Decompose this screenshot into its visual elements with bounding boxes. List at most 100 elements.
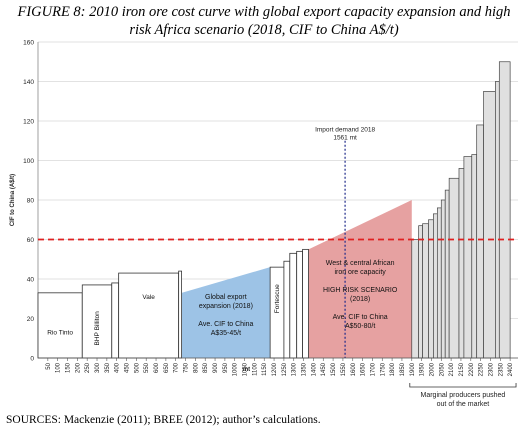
x-tick-label: 200 — [75, 362, 81, 373]
y-tick-label: 160 — [23, 40, 34, 47]
producer-bar — [37, 292, 83, 359]
x-tick-label: 900 — [213, 362, 219, 373]
x-tick-label: 1150 — [262, 362, 268, 376]
x-tick-label: 2100 — [449, 362, 455, 376]
cost-curve-chart: 0 20 40 60 80 100 120 140 160 CIF to China (A$/t)… — [10, 40, 518, 408]
y-tick-label: 0 — [30, 356, 34, 363]
y-tick-label: 80 — [27, 198, 35, 205]
producer-bars — [37, 61, 511, 359]
x-tick-label: 1850 — [400, 362, 406, 376]
producer-bar — [111, 282, 120, 359]
x-tick-label: 250 — [85, 362, 91, 373]
x-tick-label: 2050 — [439, 362, 445, 376]
x-axis-title: mt — [243, 367, 250, 373]
x-tick-label: 850 — [203, 362, 209, 373]
x-tick-label: 1200 — [272, 362, 278, 376]
x-tick-label: 450 — [125, 362, 131, 373]
producer-label: Rio Tinto — [47, 329, 73, 336]
x-tick-label: 1250 — [282, 362, 288, 376]
x-tick-label: 650 — [164, 362, 170, 373]
x-tick-label: 2200 — [469, 362, 475, 376]
source-note: SOURCES: Mackenzie (2011); BREE (2012); … — [6, 414, 321, 426]
africa-scenario-label: A$50-80/t — [345, 323, 375, 330]
marginal-producer-bar — [483, 91, 496, 359]
x-tick-label: 750 — [184, 362, 190, 373]
marginal-producer-bar — [411, 239, 420, 359]
x-tick-label: 1450 — [321, 362, 327, 376]
producer-label: Fortescue — [274, 284, 281, 313]
marginal-producer-bar — [422, 223, 429, 359]
producer-bar — [296, 250, 303, 359]
reference-lines — [38, 140, 518, 358]
marginal-producer-bar — [444, 189, 450, 359]
x-tick-label: 1500 — [331, 362, 337, 376]
x-tick-label: 1550 — [341, 362, 347, 376]
x-tick-label: 1400 — [311, 362, 317, 376]
marginal-producer-bar — [458, 168, 465, 359]
y-tick-label: 60 — [27, 237, 35, 244]
africa-scenario-label: Ave. CIF to China — [333, 314, 388, 321]
global-expansion-area — [181, 267, 271, 358]
x-tick-label: 100 — [56, 362, 62, 373]
y-tick-label: 20 — [27, 316, 35, 323]
producer-bar — [302, 248, 309, 359]
producer-bar — [178, 270, 183, 359]
y-tick-label: 140 — [23, 79, 34, 86]
x-tick-label: 350 — [105, 362, 111, 373]
import-demand-label: 1561 mt — [333, 135, 357, 142]
marginal-producer-bar — [476, 124, 484, 359]
y-axis: 0 20 40 60 80 100 120 140 160 CIF to China (A$/t) — [10, 40, 39, 363]
x-tick-label: 2350 — [498, 362, 504, 376]
x-tick-label: 1950 — [420, 362, 426, 376]
marginal-producer-bar — [418, 225, 423, 359]
producer-bar — [118, 272, 180, 359]
producer-bar — [283, 260, 291, 359]
x-tick-label: 2300 — [488, 362, 494, 376]
marginal-producer-bar — [440, 199, 446, 359]
x-tick-label: 50 — [46, 362, 52, 369]
chart-annotations: Rio Tinto Vale BHP Billiton Fortescue Global… — [47, 127, 517, 408]
marginal-producer-bar — [433, 213, 438, 359]
x-tick-label: 2000 — [429, 362, 435, 376]
global-expansion-label: expansion (2018) — [199, 303, 253, 310]
marginal-producer-bar — [498, 61, 511, 359]
global-expansion-label: Global export — [205, 294, 247, 301]
producer-bar — [289, 252, 298, 359]
marginal-producer-bar — [495, 81, 500, 359]
x-tick-label: 1600 — [351, 362, 357, 376]
x-axis: 50 100 150 200 250 300 350 400 450 500 550 600 650 70… — [38, 357, 518, 376]
import-demand-label: Import demand 2018 — [315, 127, 375, 134]
x-tick-label: 1650 — [361, 362, 367, 376]
africa-scenario-label: HIGH RISK SCENARIO — [323, 287, 398, 294]
producer-label: Vale — [142, 294, 155, 301]
global-expansion-label: A$35-45/t — [211, 330, 241, 337]
x-tick-label: 950 — [223, 362, 229, 373]
producer-label: BHP Billiton — [94, 311, 101, 346]
x-tick-label: 2150 — [459, 362, 465, 376]
chart-title: FIGURE 8: 2010 iron ore cost curve with … — [17, 4, 511, 38]
africa-scenario-label: West & central African — [326, 260, 395, 267]
x-tick-label: 300 — [95, 362, 101, 373]
x-tick-label: 1700 — [370, 362, 376, 376]
x-tick-label: 1350 — [302, 362, 308, 376]
x-tick-label: 1800 — [390, 362, 396, 376]
global-expansion-label: Ave. CIF to China — [198, 321, 253, 328]
y-tick-label: 120 — [23, 119, 34, 126]
marginal-annotation: out of the market — [437, 401, 490, 408]
x-tick-label: 1750 — [380, 362, 386, 376]
x-tick-label: 1300 — [292, 362, 298, 376]
x-tick-label: 400 — [115, 362, 121, 373]
x-tick-label: 800 — [193, 362, 199, 373]
y-tick-label: 100 — [23, 158, 34, 165]
marginal-annotation: Marginal producers pushed — [421, 392, 506, 399]
x-tick-label: 1000 — [233, 362, 239, 376]
x-tick-label: 1900 — [410, 362, 416, 376]
x-tick-label: 1100 — [252, 362, 258, 376]
marginal-bracket — [409, 383, 517, 388]
x-tick-label: 500 — [134, 362, 140, 373]
x-tick-label: 550 — [144, 362, 150, 373]
africa-high-risk-area — [308, 200, 412, 358]
marginal-producer-bar — [463, 156, 473, 359]
scenario-areas — [181, 200, 412, 358]
marginal-producer-bar — [428, 219, 434, 359]
